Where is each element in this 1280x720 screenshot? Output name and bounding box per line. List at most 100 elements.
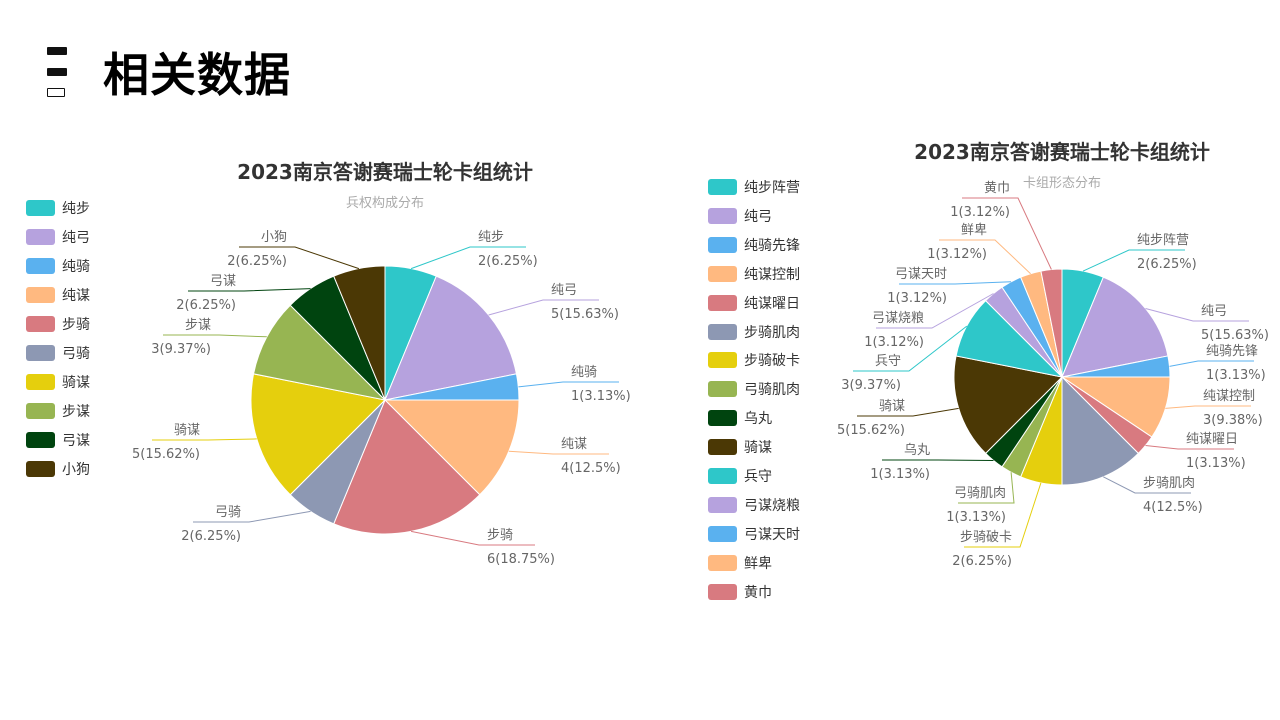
chart1-legend-swatch: [26, 258, 55, 274]
chart2-label-name-5: 步骑肌肉: [1143, 476, 1195, 491]
chart1-label-name-2: 纯骑: [571, 365, 597, 380]
chart2-legend-swatch: [708, 179, 737, 195]
chart1-legend-item[interactable]: 纯弓: [26, 228, 90, 246]
chart2-label-value-10: 3(9.37%): [841, 378, 901, 393]
chart2-legend-item[interactable]: 兵守: [708, 467, 772, 485]
chart2-legend-label: 纯谋曜日: [744, 295, 800, 312]
chart2-legend-item[interactable]: 弓谋天时: [708, 525, 800, 543]
chart1-subtitle: 兵权构成分布: [346, 195, 424, 211]
chart1-legend-label: 骑谋: [62, 375, 90, 391]
chart1-legend-label: 纯弓: [62, 230, 90, 246]
chart2-label-value-7: 1(3.13%): [946, 510, 1006, 525]
chart1-legend-item[interactable]: 弓骑: [26, 344, 90, 362]
chart1-legend-item[interactable]: 骑谋: [26, 373, 90, 391]
chart1-label-value-2: 1(3.13%): [571, 389, 631, 404]
chart2-legend-label: 纯谋控制: [744, 266, 800, 283]
chart1-legend-item[interactable]: 步骑: [26, 315, 90, 333]
chart2-title: 2023南京答谢赛瑞士轮卡组统计: [914, 140, 1210, 164]
chart2-label-line-2: [1169, 360, 1254, 367]
chart2-label-name-7: 弓骑肌肉: [954, 486, 1006, 501]
chart1-slice-1: [384, 275, 518, 401]
chart1-legend-swatch: [26, 374, 55, 390]
chart2-label-line-1: [1145, 308, 1249, 322]
chart1-legend-item[interactable]: 弓谋: [26, 431, 90, 449]
chart2-legend-swatch: [708, 410, 737, 427]
chart1-legend-label: 步骑: [62, 317, 90, 333]
chart2-legend-item[interactable]: 纯谋控制: [708, 265, 800, 283]
page-title: 相关数据: [103, 48, 291, 102]
chart2-legend-swatch: [708, 294, 737, 311]
chart2-label-value-4: 1(3.13%): [1186, 456, 1246, 471]
chart1-label-line-2: [518, 381, 619, 388]
chart2-label-value-3: 3(9.38%): [1203, 413, 1263, 428]
chart2-legend-item[interactable]: 纯步阵营: [708, 178, 800, 196]
chart1-label-value-3: 4(12.5%): [561, 461, 621, 476]
chart1-label-name-9: 小狗: [261, 230, 287, 245]
chart1-legend-item[interactable]: 纯骑: [26, 257, 90, 275]
chart1-legend-swatch: [26, 432, 55, 448]
chart2-legend-label: 弓骑肌肉: [744, 382, 800, 399]
chart2-label-line-0: [1082, 249, 1185, 272]
chart1-title: 2023南京答谢赛瑞士轮卡组统计: [237, 160, 533, 184]
chart2-label-value-14: 1(3.12%): [950, 205, 1010, 220]
chart2-label-value-6: 2(6.25%): [952, 554, 1012, 569]
chart2-label-name-13: 鲜卑: [961, 222, 987, 238]
chart1-legend-swatch: [26, 345, 55, 361]
chart2-label-name-14: 黄巾: [984, 181, 1010, 196]
chart2-label-line-4: [1145, 445, 1234, 450]
chart2-legend-swatch: [708, 323, 737, 340]
chart2-legend-item[interactable]: 鲜卑: [708, 554, 772, 572]
chart2-legend-item[interactable]: 步骑肌肉: [708, 323, 800, 341]
chart1-legend-label: 弓骑: [62, 346, 90, 362]
chart1-label-line-9: [239, 246, 360, 270]
chart2-legend-label: 步骑破卡: [744, 353, 800, 370]
chart2-slice-9: [953, 355, 1064, 455]
chart2-label-value-11: 1(3.12%): [864, 335, 924, 350]
chart1-label-value-7: 3(9.37%): [151, 342, 211, 357]
chart1-label-line-6: [152, 438, 257, 441]
chart2-label-name-6: 步骑破卡: [960, 530, 1012, 545]
chart2-legend-label: 纯骑先锋: [744, 237, 800, 254]
chart2-legend-swatch: [708, 381, 737, 398]
chart2-label-line-8: [882, 459, 994, 461]
chart1-label-name-6: 骑谋: [174, 423, 200, 438]
chart1-label-name-1: 纯弓: [551, 283, 577, 298]
chart1-legend-swatch: [26, 229, 55, 245]
chart2-label-line-7: [958, 472, 1015, 504]
chart2-label-value-5: 4(12.5%): [1143, 500, 1203, 515]
chart1-legend-label: 纯骑: [62, 259, 90, 275]
chart1-slice-7: [252, 304, 387, 401]
chart2-legend-item[interactable]: 黄巾: [708, 583, 772, 601]
chart2-legend-item[interactable]: 步骑破卡: [708, 351, 800, 369]
chart2-legend-swatch: [708, 207, 737, 224]
chart1-label-name-0: 纯步: [478, 230, 504, 245]
chart1-legend-label: 纯谋: [62, 288, 90, 304]
chart2-legend-item[interactable]: 骑谋: [708, 438, 772, 456]
chart2-legend-item[interactable]: 弓骑肌肉: [708, 380, 800, 398]
chart2-label-value-12: 1(3.12%): [887, 291, 947, 306]
chart2-legend-item[interactable]: 乌丸: [708, 409, 772, 427]
chart1-label-name-7: 步谋: [185, 318, 211, 333]
chart2-legend-item[interactable]: 纯谋曜日: [708, 294, 800, 312]
chart1-slice-3: [383, 399, 520, 496]
chart1-legend-item[interactable]: 小狗: [26, 460, 90, 478]
chart2-slice-14: [1040, 268, 1063, 378]
chart2-legend-label: 鲜卑: [744, 555, 772, 572]
chart1-label-name-3: 纯谋: [561, 437, 587, 452]
chart1-legend-item[interactable]: 纯步: [26, 199, 90, 217]
chart2-label-value-9: 5(15.62%): [837, 423, 905, 438]
chart1-legend-item[interactable]: 步谋: [26, 402, 90, 420]
chart2-legend-item[interactable]: 弓谋烧粮: [708, 496, 800, 514]
chart2-label-name-4: 纯谋曜日: [1186, 432, 1238, 447]
chart2-legend-swatch: [708, 496, 737, 513]
chart1-label-value-6: 5(15.62%): [132, 447, 200, 462]
chart2-label-value-1: 5(15.63%): [1201, 328, 1269, 343]
chart1-legend-item[interactable]: 纯谋: [26, 286, 90, 304]
chart2-legend-item[interactable]: 纯弓: [708, 207, 772, 225]
chart1-label-line-4: [411, 530, 535, 546]
chart2-legend-label: 步骑肌肉: [744, 324, 800, 341]
chart2-legend-item[interactable]: 纯骑先锋: [708, 236, 800, 254]
chart2-legend-label: 弓谋天时: [744, 526, 800, 543]
chart2-legend-label: 兵守: [744, 469, 772, 485]
